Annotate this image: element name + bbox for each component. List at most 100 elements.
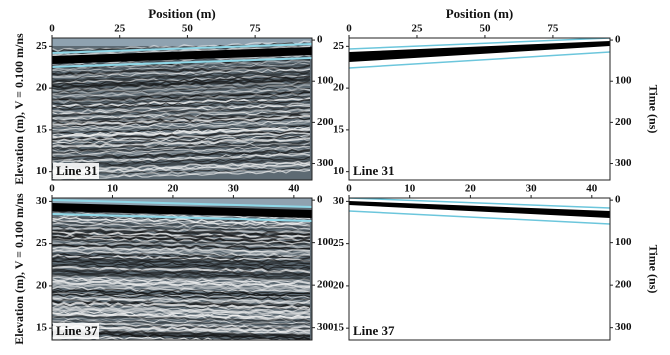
reflector xyxy=(52,86,311,97)
x-tick-label: 30 xyxy=(228,183,240,195)
air-zone xyxy=(52,198,312,206)
x-tick-label: 30 xyxy=(526,183,538,195)
x-tick-label: 40 xyxy=(586,183,598,195)
air-zone xyxy=(52,38,312,46)
y2-axis-title: Time (ns) xyxy=(646,85,660,134)
y-tick-label: 20 xyxy=(333,279,345,291)
x-tick-label: 20 xyxy=(465,183,477,195)
reflector xyxy=(52,237,311,245)
y2-tick-label: 0 xyxy=(615,194,621,206)
y2-tick-label: 200 xyxy=(317,116,334,128)
y2-tick-label: 200 xyxy=(615,116,632,128)
reflector xyxy=(52,145,311,155)
reflector xyxy=(52,273,311,282)
y2-tick-label: 300 xyxy=(317,321,334,333)
reflector xyxy=(52,127,311,139)
reflector xyxy=(52,249,311,256)
layer-line xyxy=(349,210,610,225)
reflector xyxy=(52,311,311,319)
reflector xyxy=(52,264,311,273)
reflector xyxy=(52,262,311,270)
reflector xyxy=(52,84,311,95)
y-tick-label: 20 xyxy=(36,279,48,291)
y2-tick-label: 300 xyxy=(615,321,632,333)
y-axis-title: Elevation (m), V = 0.100 m/ns xyxy=(12,33,26,185)
surface-line xyxy=(52,57,312,68)
layer-band xyxy=(349,41,610,62)
y-tick-label: 30 xyxy=(36,195,48,207)
reflector xyxy=(52,81,311,95)
y2-tick-label: 0 xyxy=(317,194,323,206)
reflector xyxy=(52,135,311,145)
x-tick-label: 40 xyxy=(288,183,300,195)
reflector xyxy=(52,141,311,153)
panel-label-bg xyxy=(53,323,99,339)
reflector xyxy=(52,151,311,162)
x-tick-label: 10 xyxy=(107,183,119,195)
x-axis-title: Position (m) xyxy=(148,6,216,21)
reflector xyxy=(52,62,311,72)
reflector xyxy=(52,88,311,100)
x-tick-label: 75 xyxy=(250,23,262,35)
x-tick-label: 0 xyxy=(346,183,352,195)
reflector xyxy=(52,55,311,66)
y2-tick-label: 300 xyxy=(615,157,632,169)
y2-tick-label: 100 xyxy=(615,236,632,248)
y-axis-title: Elevation (m), V = 0.100 m/ns xyxy=(12,193,26,345)
y2-tick-label: 0 xyxy=(615,34,621,46)
panel-image xyxy=(349,38,610,180)
reflector xyxy=(52,243,311,251)
plot-frame xyxy=(51,37,313,181)
surface-line xyxy=(52,213,312,222)
reflector xyxy=(52,247,311,255)
x-tick-label: 0 xyxy=(49,183,55,195)
y2-tick-label: 300 xyxy=(317,157,334,169)
y2-tick-label: 0 xyxy=(317,34,323,46)
panel-label-bg xyxy=(350,323,396,339)
x-tick-label: 0 xyxy=(346,23,352,35)
y-tick-label: 20 xyxy=(333,82,345,94)
reflector xyxy=(52,120,311,133)
y2-tick-label: 200 xyxy=(615,279,632,291)
panel-label: Line 31 xyxy=(56,163,98,178)
reflector xyxy=(52,156,311,167)
reflector xyxy=(52,125,311,135)
y-tick-label: 20 xyxy=(36,82,48,94)
y-tick-label: 25 xyxy=(333,237,345,249)
plot-frame xyxy=(348,197,611,341)
y-tick-label: 25 xyxy=(36,40,48,52)
panel-image xyxy=(349,198,610,340)
reflector xyxy=(52,68,311,78)
reflector xyxy=(52,91,311,102)
surface-line xyxy=(52,199,312,208)
reflector xyxy=(52,139,311,150)
reflector xyxy=(52,284,311,292)
reflector xyxy=(52,249,311,258)
reflector xyxy=(52,277,311,285)
reflector xyxy=(52,263,311,271)
reflector xyxy=(52,308,311,316)
reflector xyxy=(52,87,311,98)
surface-line xyxy=(52,43,312,54)
x-tick-label: 50 xyxy=(182,23,194,35)
y-tick-label: 15 xyxy=(36,322,48,334)
reflector xyxy=(52,99,311,111)
reflector xyxy=(52,92,311,104)
reflector xyxy=(52,133,311,144)
reflector xyxy=(52,131,311,143)
plot-frame xyxy=(348,37,611,181)
y-tick-label: 10 xyxy=(333,165,345,177)
reflector xyxy=(52,81,311,93)
reflector xyxy=(52,67,311,78)
model-bg xyxy=(349,198,610,340)
panel-label: Line 31 xyxy=(353,163,395,178)
plot-frame xyxy=(51,197,313,341)
y-tick-label: 30 xyxy=(333,195,345,207)
y2-tick-label: 200 xyxy=(317,279,334,291)
reflector xyxy=(52,102,311,114)
reflector xyxy=(52,233,311,242)
panel-label: Line 37 xyxy=(56,323,98,338)
y2-tick-label: 100 xyxy=(317,236,334,248)
y-tick-label: 25 xyxy=(333,40,345,52)
